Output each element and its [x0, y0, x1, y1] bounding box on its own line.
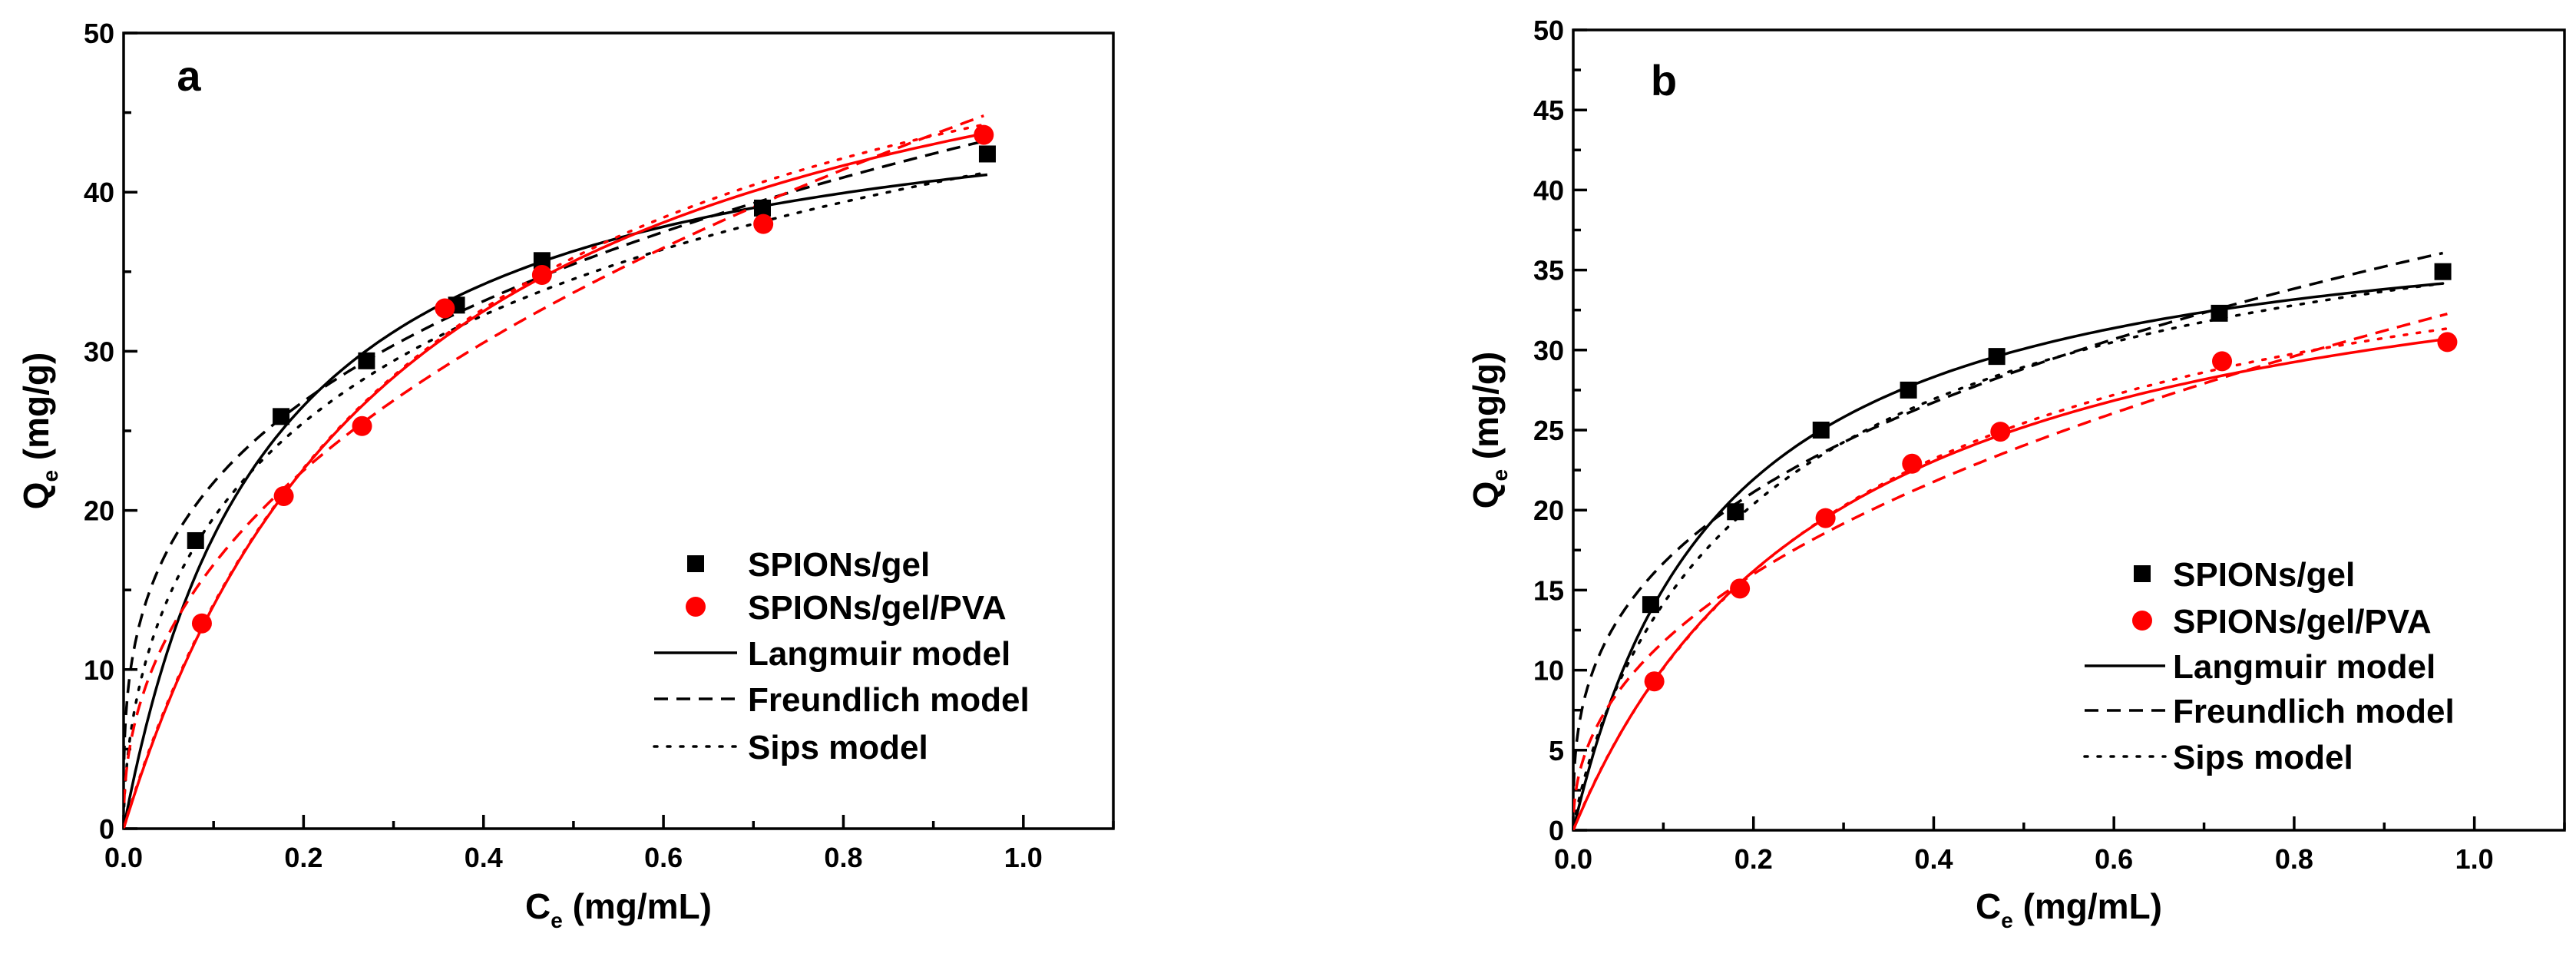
legend-label: Langmuir model [748, 635, 1010, 673]
sips-fit-curve-pva [124, 123, 986, 829]
y-tick-label: 25 [1533, 415, 1564, 446]
data-point-pva [191, 613, 212, 634]
y-tick-label: 45 [1533, 94, 1564, 126]
y-tick-label: 40 [84, 177, 114, 208]
y-tick-label: 10 [1533, 655, 1564, 687]
x-axis-label: Ce (mg/mL) [525, 886, 712, 932]
data-point-gel [1642, 596, 1659, 614]
y-tick-label: 50 [1533, 15, 1564, 46]
data-point-gel [1727, 503, 1744, 521]
x-tick-label: 0.6 [644, 842, 683, 873]
legend-marker-gel [2134, 565, 2151, 582]
x-tick-label: 1.0 [1004, 842, 1043, 873]
data-point-pva [531, 264, 552, 285]
y-tick-label: 10 [84, 654, 114, 686]
legend-label: Sips model [2173, 739, 2353, 776]
data-point-pva [974, 124, 994, 145]
langmuir-fit-curve-pva [124, 132, 984, 828]
x-tick-label: 0.0 [104, 842, 143, 873]
panel-label: a [177, 51, 201, 100]
data-point-gel [1812, 422, 1830, 439]
data-point-gel [978, 145, 996, 163]
data-point-pva [1644, 671, 1665, 692]
y-tick-label: 15 [1533, 574, 1564, 606]
y-tick-label: 5 [1549, 735, 1564, 766]
legend-label: Langmuir model [2173, 648, 2435, 686]
y-tick-label: 0 [99, 813, 114, 845]
legend-marker-pva [686, 597, 706, 617]
data-point-gel [187, 531, 204, 549]
freundlich-fit-curve-gel [1573, 251, 2443, 786]
x-tick-label: 0.8 [824, 842, 862, 873]
data-point-gel [358, 352, 375, 369]
y-tick-label: 50 [84, 18, 114, 49]
data-point-pva [273, 485, 294, 506]
data-point-pva [435, 298, 455, 319]
legend: SPIONs/gel SPIONs/gel/PVA Langmuir model Fr… [2083, 556, 2455, 776]
sips-fit-curve-gel [124, 170, 989, 808]
data-point-gel [1988, 348, 2006, 366]
x-tick-label: 0.2 [1734, 843, 1773, 875]
data-point-pva [1815, 508, 1836, 528]
legend-label: Freundlich model [2173, 693, 2455, 730]
x-tick-label: 0.4 [465, 842, 503, 873]
data-point-pva [753, 214, 774, 234]
y-tick-label: 20 [1533, 495, 1564, 526]
x-tick-label: 0.8 [2275, 843, 2313, 875]
x-tick-label: 0.2 [284, 842, 322, 873]
x-tick-label: 1.0 [2455, 843, 2494, 875]
legend-label: Freundlich model [748, 681, 1030, 719]
data-point-gel [533, 252, 551, 270]
data-point-pva [352, 415, 372, 436]
y-tick-label: 40 [1533, 174, 1564, 206]
y-tick-label: 30 [1533, 335, 1564, 366]
data-point-gel [1900, 381, 1917, 399]
legend-label: SPIONs/gel [748, 546, 930, 584]
y-tick-label: 20 [84, 495, 114, 527]
data-point-pva [1990, 422, 2011, 442]
data-point-gel [2211, 304, 2228, 322]
x-tick-label: 0.4 [1914, 843, 1953, 875]
legend-label: SPIONs/gel/PVA [748, 589, 1007, 627]
langmuir-fit-curve-pva [1573, 337, 2448, 830]
data-point-pva [2212, 351, 2233, 372]
data-point-pva [1902, 453, 1923, 474]
freundlich-fit-curve-gel [124, 138, 988, 760]
y-axis-label: Qe (mg/g) [16, 353, 62, 510]
legend-marker-gel [687, 555, 704, 572]
y-tick-label: 30 [84, 336, 114, 367]
y-tick-label: 0 [1549, 815, 1564, 846]
y-axis-label: Qe (mg/g) [1466, 352, 1512, 509]
x-axis-label: Ce (mg/mL) [1976, 886, 2162, 932]
y-tick-label: 35 [1533, 255, 1564, 286]
freundlich-fit-curve-pva [1573, 313, 2448, 813]
chart-panel-b: 0.0 0.2 0.4 0.6 0.8 1.0 0 5 10 15 20 25 30 35 40 45 50 Ce… [1466, 15, 2566, 932]
legend: SPIONs/gel SPIONs/gel/PVA Langmuir model Fr… [653, 546, 1030, 766]
legend-label: Sips model [748, 729, 928, 766]
panel-label: b [1651, 56, 1677, 104]
data-point-gel [2434, 263, 2452, 280]
data-point-pva [2437, 332, 2458, 353]
legend-label: SPIONs/gel [2173, 556, 2355, 594]
data-point-pva [1730, 578, 1751, 599]
legend-label: SPIONs/gel/PVA [2173, 603, 2432, 641]
x-tick-label: 0.6 [2095, 843, 2133, 875]
legend-marker-pva [2132, 611, 2152, 631]
x-tick-label: 0.0 [1554, 843, 1592, 875]
chart-panel-a: 0.0 0.2 0.4 0.6 0.8 1.0 0 10 20 30 40 50 Ce (mg/mL) Q… [16, 18, 1115, 932]
data-point-gel [273, 408, 290, 425]
data-point-gel [753, 199, 771, 217]
